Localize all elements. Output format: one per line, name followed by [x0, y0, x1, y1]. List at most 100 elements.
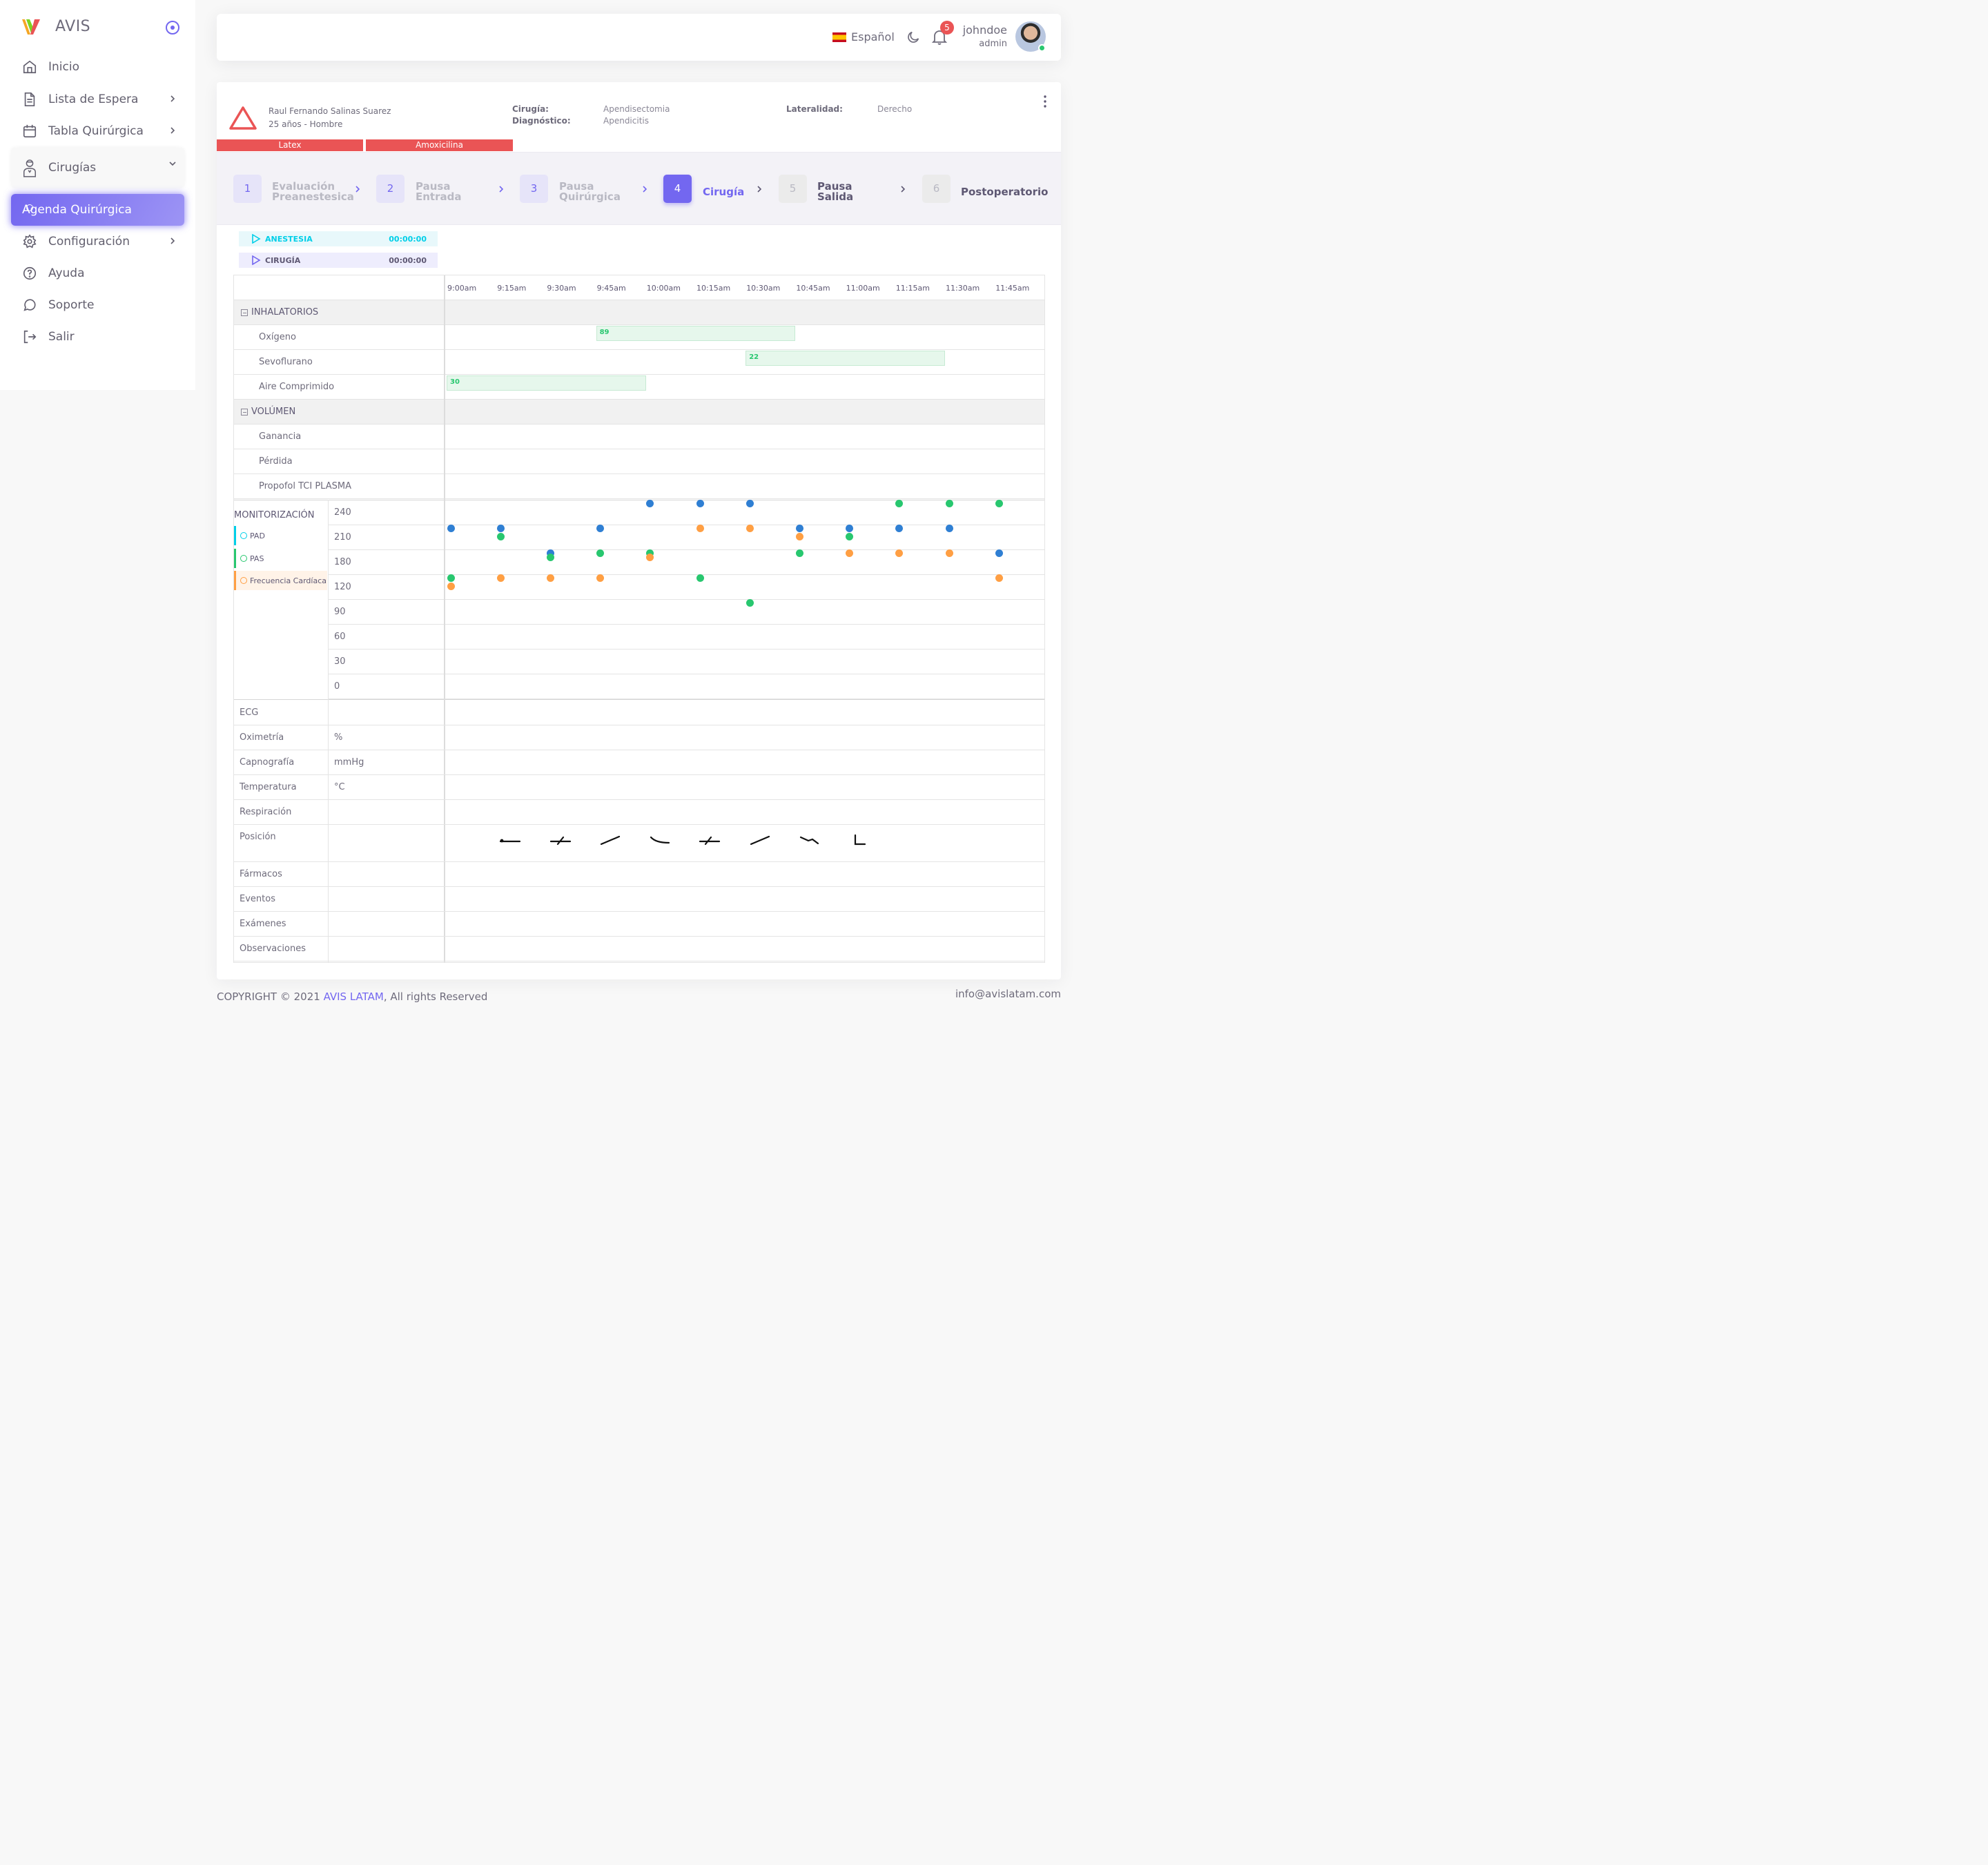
contact-email[interactable]: info@avislatam.com: [955, 988, 1061, 1000]
data-point[interactable]: [596, 574, 605, 582]
data-point[interactable]: [646, 549, 654, 557]
user-name[interactable]: johndoe: [962, 23, 1007, 37]
legend-pas[interactable]: PAS: [234, 549, 264, 568]
data-point[interactable]: [447, 582, 455, 590]
data-point[interactable]: [846, 532, 854, 540]
moon-icon[interactable]: [906, 30, 921, 45]
step-5-number[interactable]: 5: [779, 175, 807, 203]
legend-label: Frecuencia Cardíaca: [250, 576, 327, 585]
step-6-number[interactable]: 6: [922, 175, 951, 203]
data-point[interactable]: [696, 499, 704, 507]
step-5-label[interactable]: Pausa Salida: [817, 182, 853, 202]
top-navbar: Español 5 johndoe admin: [217, 14, 1061, 61]
y-axis-label: 60: [334, 632, 346, 642]
data-point[interactable]: [696, 574, 704, 582]
data-point[interactable]: [846, 549, 854, 557]
data-point[interactable]: [795, 549, 803, 557]
section-title: INHALATORIOS: [251, 307, 319, 318]
sidebar-item-salir[interactable]: Salir: [11, 321, 184, 353]
data-point[interactable]: [945, 524, 953, 532]
row-label-propofol: Propofol TCI PLASMA: [259, 481, 351, 491]
company-link[interactable]: AVIS LATAM: [323, 990, 384, 1003]
data-point[interactable]: [795, 524, 803, 532]
play-icon[interactable]: [251, 255, 261, 265]
data-point[interactable]: [895, 549, 904, 557]
data-point[interactable]: [846, 524, 854, 532]
data-point[interactable]: [447, 524, 455, 532]
data-point[interactable]: [646, 553, 654, 561]
timer-value: 00:00:00: [389, 234, 427, 244]
sidebar-item-cirugias[interactable]: Cirugías: [11, 148, 184, 188]
data-point[interactable]: [646, 499, 654, 507]
grid-line: [234, 498, 1044, 499]
data-point[interactable]: [447, 574, 455, 582]
legend-pad[interactable]: PAD: [234, 526, 265, 545]
more-vertical-icon[interactable]: [1041, 95, 1049, 108]
data-point[interactable]: [995, 549, 1003, 557]
data-point[interactable]: [746, 499, 754, 507]
step-1-number[interactable]: 1: [233, 175, 262, 203]
inhalatorio-bar[interactable]: 22: [746, 351, 945, 366]
play-icon[interactable]: [251, 234, 261, 244]
sidebar-item-tabla-quirurgica[interactable]: Tabla Quirúrgica: [11, 115, 184, 147]
language-selector[interactable]: Español: [832, 30, 895, 43]
data-point[interactable]: [995, 499, 1003, 507]
data-point[interactable]: [596, 549, 605, 557]
position-reverse-icon: [650, 836, 670, 844]
surgery-value: Apendisectomia: [603, 104, 670, 114]
timer-value: 00:00:00: [389, 255, 427, 265]
row-label: Temperatura: [240, 782, 297, 792]
avis-logo-icon: [22, 19, 40, 35]
step-2-label[interactable]: Pausa Entrada: [416, 182, 461, 202]
brand[interactable]: AVIS: [21, 17, 90, 36]
data-point[interactable]: [746, 598, 754, 607]
sidebar-item-inicio[interactable]: Inicio: [11, 51, 184, 83]
data-point[interactable]: [546, 574, 554, 582]
timer-anestesia[interactable]: ANESTESIA 00:00:00: [239, 231, 438, 246]
inhalatorio-bar[interactable]: 89: [596, 326, 796, 341]
data-point[interactable]: [546, 553, 554, 561]
row-unit: %: [334, 732, 343, 743]
section-inhalatorios-toggle[interactable]: INHALATORIOS: [241, 307, 318, 318]
timer-cirugia[interactable]: CIRUGÍA 00:00:00: [239, 253, 438, 268]
data-point[interactable]: [496, 524, 505, 532]
data-point[interactable]: [895, 524, 904, 532]
step-4-number[interactable]: 4: [663, 175, 692, 203]
sidebar-item-configuracion[interactable]: Configuración: [11, 226, 184, 257]
chevron-down-icon: [169, 162, 176, 166]
section-volumen-toggle[interactable]: VOLÚMEN: [241, 407, 295, 417]
data-point[interactable]: [746, 524, 754, 532]
sidebar-item-lista-de-espera[interactable]: Lista de Espera: [11, 84, 184, 115]
inhalatorio-bar[interactable]: 30: [447, 375, 646, 391]
data-point[interactable]: [945, 549, 953, 557]
step-6-label[interactable]: Postoperatorio: [961, 186, 1049, 198]
position-trendelenburg-icon: [600, 835, 621, 846]
sidebar-item-agenda-quirurgica[interactable]: Agenda Quirúrgica: [11, 194, 184, 226]
legend-frecuencia-cardiaca[interactable]: Frecuencia Cardíaca: [234, 571, 327, 590]
step-1-label[interactable]: Evaluación Preanestesica: [272, 182, 354, 202]
data-point[interactable]: [895, 499, 904, 507]
data-point[interactable]: [496, 532, 505, 540]
step-2-label-line1: Pausa: [416, 180, 451, 193]
time-label: 9:30am: [547, 284, 576, 293]
time-label: 10:15am: [696, 284, 731, 293]
sidebar-item-soporte[interactable]: Soporte: [11, 289, 184, 321]
data-point[interactable]: [995, 574, 1003, 582]
chevron-right-icon: [757, 186, 762, 193]
data-point[interactable]: [795, 532, 803, 540]
data-point[interactable]: [945, 499, 953, 507]
data-point[interactable]: [596, 524, 605, 532]
allergy-badge: Amoxicilina: [366, 139, 513, 151]
time-label: 11:30am: [946, 284, 980, 293]
step-2-number[interactable]: 2: [376, 175, 405, 203]
y-axis-label: 120: [334, 582, 351, 592]
sidebar-item-ayuda[interactable]: Ayuda: [11, 257, 184, 289]
step-3-number[interactable]: 3: [520, 175, 548, 203]
step-3-label[interactable]: Pausa Quirúrgica: [559, 182, 621, 202]
data-point[interactable]: [496, 574, 505, 582]
data-point[interactable]: [696, 524, 704, 532]
data-point[interactable]: [546, 549, 554, 557]
step-4-label[interactable]: Cirugía: [703, 186, 745, 198]
collapse-toggle-icon[interactable]: [166, 21, 179, 35]
row-label-perdida: Pérdida: [259, 456, 293, 467]
